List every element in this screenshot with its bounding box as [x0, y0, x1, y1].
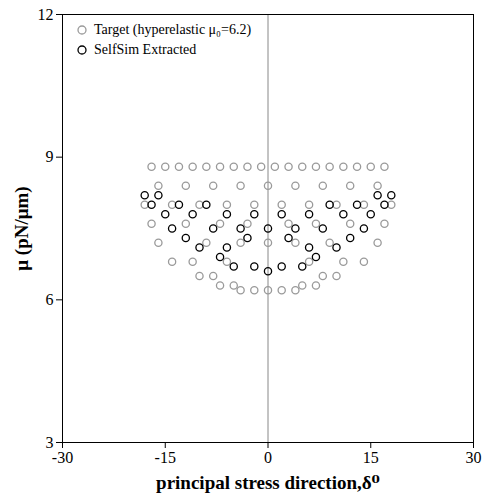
svg-text:μ (pN/μm): μ (pN/μm): [11, 186, 33, 270]
svg-text:0: 0: [264, 449, 272, 466]
svg-text:9: 9: [46, 148, 54, 165]
svg-text:15: 15: [363, 449, 379, 466]
svg-text:-15: -15: [155, 449, 176, 466]
svg-text:-30: -30: [52, 449, 73, 466]
svg-text:12: 12: [38, 6, 54, 23]
html-text:Target (hyperelastic μ₀=6.2): Target (hyperelastic μ₀=6.2): [94, 22, 251, 37]
svg-text:6: 6: [46, 291, 54, 308]
svg-text:principal stress direction,δ⁰: principal stress direction,δ⁰: [156, 472, 380, 493]
svg-text:30: 30: [466, 449, 482, 466]
svg-text:3: 3: [45, 433, 54, 451]
html-text:SelfSim Extracted: SelfSim Extracted: [94, 42, 197, 57]
